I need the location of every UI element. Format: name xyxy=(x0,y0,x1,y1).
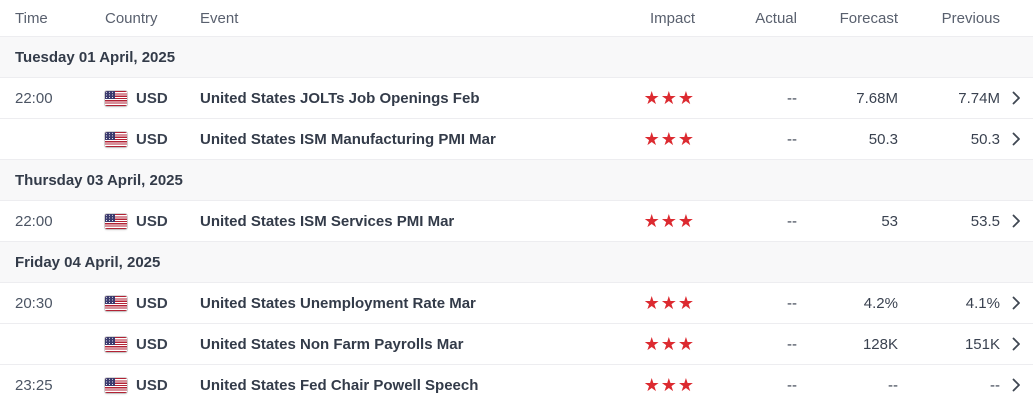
event-row[interactable]: 20:30 USD United States Unemployment Rat… xyxy=(0,283,1033,324)
event-forecast-value: 53 xyxy=(881,212,898,230)
event-time: 22:00 xyxy=(15,212,53,230)
event-previous-value: 4.1% xyxy=(965,294,1000,312)
event-actual-value: -- xyxy=(787,376,797,394)
event-impact: ★★★ xyxy=(547,335,697,354)
event-impact: ★★★ xyxy=(547,130,697,149)
event-previous-value: 53.5 xyxy=(970,212,1000,230)
us-flag-icon xyxy=(105,90,127,106)
chevron-right-icon[interactable] xyxy=(1000,337,1033,351)
event-currency-code: USD xyxy=(136,335,168,353)
event-previous-value: -- xyxy=(990,376,1000,394)
calendar-header-row: Time Country Event Impact Actual Forecas… xyxy=(0,0,1033,37)
event-currency-code: USD xyxy=(136,294,168,312)
date-group-label: Friday 04 April, 2025 xyxy=(15,253,161,271)
impact-stars-icon: ★★★ xyxy=(643,128,695,149)
calendar-body: Tuesday 01 April, 2025 22:00 USD United … xyxy=(0,37,1033,405)
date-group-header: Friday 04 April, 2025 xyxy=(0,242,1033,283)
event-title: United States Unemployment Rate Mar xyxy=(200,294,476,312)
event-title: United States Fed Chair Powell Speech xyxy=(200,376,479,394)
impact-stars-icon: ★★★ xyxy=(643,210,695,231)
event-previous-value: 151K xyxy=(964,335,1000,353)
impact-stars-icon: ★★★ xyxy=(643,292,695,313)
event-forecast-value: 4.2% xyxy=(863,294,898,312)
us-flag-icon xyxy=(105,213,127,229)
event-actual-value: -- xyxy=(787,89,797,107)
impact-stars-icon: ★★★ xyxy=(643,374,695,395)
event-actual-value: -- xyxy=(787,130,797,148)
us-flag-icon xyxy=(105,131,127,147)
event-time: 23:25 xyxy=(15,376,53,394)
event-impact: ★★★ xyxy=(547,376,697,395)
event-currency-code: USD xyxy=(136,212,168,230)
date-group-header: Thursday 03 April, 2025 xyxy=(0,160,1033,201)
chevron-right-icon[interactable] xyxy=(1000,378,1033,392)
chevron-right-icon[interactable] xyxy=(1000,132,1033,146)
us-flag-icon xyxy=(105,377,127,393)
event-actual-value: -- xyxy=(787,212,797,230)
event-time: 20:30 xyxy=(15,294,53,312)
event-country: USD xyxy=(105,131,200,148)
event-row[interactable]: 22:00 USD United States JOLTs Job Openin… xyxy=(0,78,1033,119)
event-country: USD xyxy=(105,295,200,312)
column-header-actual: Actual xyxy=(755,9,797,27)
column-header-country: Country xyxy=(105,9,158,27)
event-impact: ★★★ xyxy=(547,294,697,313)
event-country: USD xyxy=(105,213,200,230)
event-title: United States Non Farm Payrolls Mar xyxy=(200,335,464,353)
event-forecast-value: 50.3 xyxy=(868,130,898,148)
event-country: USD xyxy=(105,377,200,394)
event-currency-code: USD xyxy=(136,376,168,394)
us-flag-icon xyxy=(105,295,127,311)
date-group-label: Thursday 03 April, 2025 xyxy=(15,171,183,189)
date-group-header: Tuesday 01 April, 2025 xyxy=(0,37,1033,78)
event-forecast-value: -- xyxy=(888,376,898,394)
us-flag-icon xyxy=(105,336,127,352)
event-forecast-value: 7.68M xyxy=(856,89,898,107)
chevron-right-icon[interactable] xyxy=(1000,91,1033,105)
column-header-impact: Impact xyxy=(649,9,695,27)
date-group-label: Tuesday 01 April, 2025 xyxy=(15,48,176,66)
event-currency-code: USD xyxy=(136,130,168,148)
event-row[interactable]: USD United States ISM Manufacturing PMI … xyxy=(0,119,1033,160)
event-time: 22:00 xyxy=(15,89,53,107)
event-title: United States ISM Services PMI Mar xyxy=(200,212,455,230)
event-country: USD xyxy=(105,90,200,107)
event-impact: ★★★ xyxy=(547,212,697,231)
event-impact: ★★★ xyxy=(547,89,697,108)
event-row[interactable]: USD United States Non Farm Payrolls Mar … xyxy=(0,324,1033,365)
column-header-time: Time xyxy=(15,9,48,27)
event-title: United States ISM Manufacturing PMI Mar xyxy=(200,130,496,148)
impact-stars-icon: ★★★ xyxy=(643,87,695,108)
column-header-previous: Previous xyxy=(941,9,1000,27)
event-currency-code: USD xyxy=(136,89,168,107)
event-title: United States JOLTs Job Openings Feb xyxy=(200,89,480,107)
column-header-forecast: Forecast xyxy=(839,9,898,27)
impact-stars-icon: ★★★ xyxy=(643,333,695,354)
event-country: USD xyxy=(105,336,200,353)
event-previous-value: 50.3 xyxy=(970,130,1000,148)
event-forecast-value: 128K xyxy=(862,335,898,353)
event-actual-value: -- xyxy=(787,294,797,312)
event-row[interactable]: 22:00 USD United States ISM Services PMI… xyxy=(0,201,1033,242)
chevron-right-icon[interactable] xyxy=(1000,214,1033,228)
chevron-right-icon[interactable] xyxy=(1000,296,1033,310)
column-header-event: Event xyxy=(200,9,239,27)
event-row[interactable]: 23:25 USD United States Fed Chair Powell… xyxy=(0,365,1033,405)
event-previous-value: 7.74M xyxy=(958,89,1000,107)
event-actual-value: -- xyxy=(787,335,797,353)
